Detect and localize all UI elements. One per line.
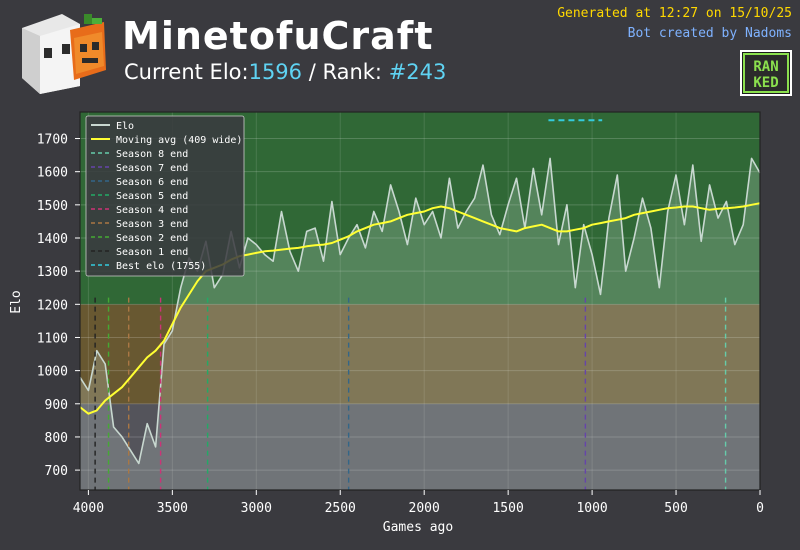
legend-label-7: Season 3 end: [116, 219, 188, 230]
legend-label-6: Season 4 end: [116, 205, 188, 216]
x-tick-label-3500: 3500: [157, 501, 188, 516]
legend-label-8: Season 2 end: [116, 233, 188, 244]
rank-band-0: [80, 403, 760, 490]
x-tick-label-0: 0: [756, 501, 764, 516]
y-tick-label-1300: 1300: [37, 265, 68, 280]
y-axis-label: Elo: [9, 290, 24, 313]
x-tick-label-1000: 1000: [576, 501, 607, 516]
legend-label-9: Season 1 end: [116, 247, 188, 258]
rank-band-1: [80, 304, 760, 404]
legend-label-1: Moving avg (409 wide): [116, 135, 242, 146]
legend-box: [85, 115, 245, 277]
badge-text-bottom: KED: [753, 75, 778, 91]
rank-label: / Rank:: [302, 60, 389, 84]
x-tick-label-2000: 2000: [409, 501, 440, 516]
elo-rank-line: Current Elo:1596 / Rank: #243: [124, 60, 446, 84]
y-tick-label-1200: 1200: [37, 298, 68, 313]
plot-frame: [79, 111, 761, 491]
badge-text-top: RAN: [753, 59, 778, 75]
y-tick-label-1500: 1500: [37, 199, 68, 214]
rank-value: #243: [388, 60, 447, 84]
creator-credit: Bot created by Nadoms: [627, 26, 792, 41]
y-tick-label-1600: 1600: [37, 166, 68, 181]
x-tick-label-1500: 1500: [492, 501, 523, 516]
x-tick-label-4000: 4000: [73, 501, 104, 516]
ranked-badge-icon: RAN KED: [740, 50, 792, 96]
y-tick-label-800: 800: [45, 431, 68, 446]
legend[interactable]: Elo Moving avg (409 wide) Season 8 end Seas…: [85, 115, 245, 277]
current-elo-value: 1596: [248, 60, 303, 84]
y-tick-label-1000: 1000: [37, 365, 68, 380]
legend-label-3: Season 7 end: [116, 163, 188, 174]
page-title: MinetofuCraft: [122, 14, 434, 58]
legend-label-2: Season 8 end: [116, 149, 188, 160]
pumpkin-head-icon: [22, 14, 106, 94]
moving-average-line: [79, 202, 761, 415]
x-tick-label-500: 500: [664, 501, 687, 516]
x-tick-label-3000: 3000: [241, 501, 272, 516]
x-tick-label-2500: 2500: [325, 501, 356, 516]
x-axis-label: Games ago: [383, 520, 453, 535]
y-tick-label-900: 900: [45, 398, 68, 413]
y-tick-label-1400: 1400: [37, 232, 68, 247]
y-tick-label-1100: 1100: [37, 331, 68, 346]
player-avatar: [14, 8, 110, 94]
y-tick-label-700: 700: [45, 464, 68, 479]
legend-label-4: Season 6 end: [116, 177, 188, 188]
axes: 700 800 900 1000 1100 1200 1300 1400 1500 1600 170…: [37, 111, 764, 516]
elo-area: [80, 158, 760, 490]
generated-timestamp: Generated at 12:27 on 15/10/25: [557, 6, 792, 21]
legend-label-5: Season 5 end: [116, 191, 188, 202]
y-tick-label-1700: 1700: [37, 133, 68, 148]
current-elo-label: Current Elo:: [124, 60, 249, 84]
legend-label-0: Elo: [116, 121, 134, 132]
legend-label-10: Best elo (1755): [116, 261, 206, 272]
